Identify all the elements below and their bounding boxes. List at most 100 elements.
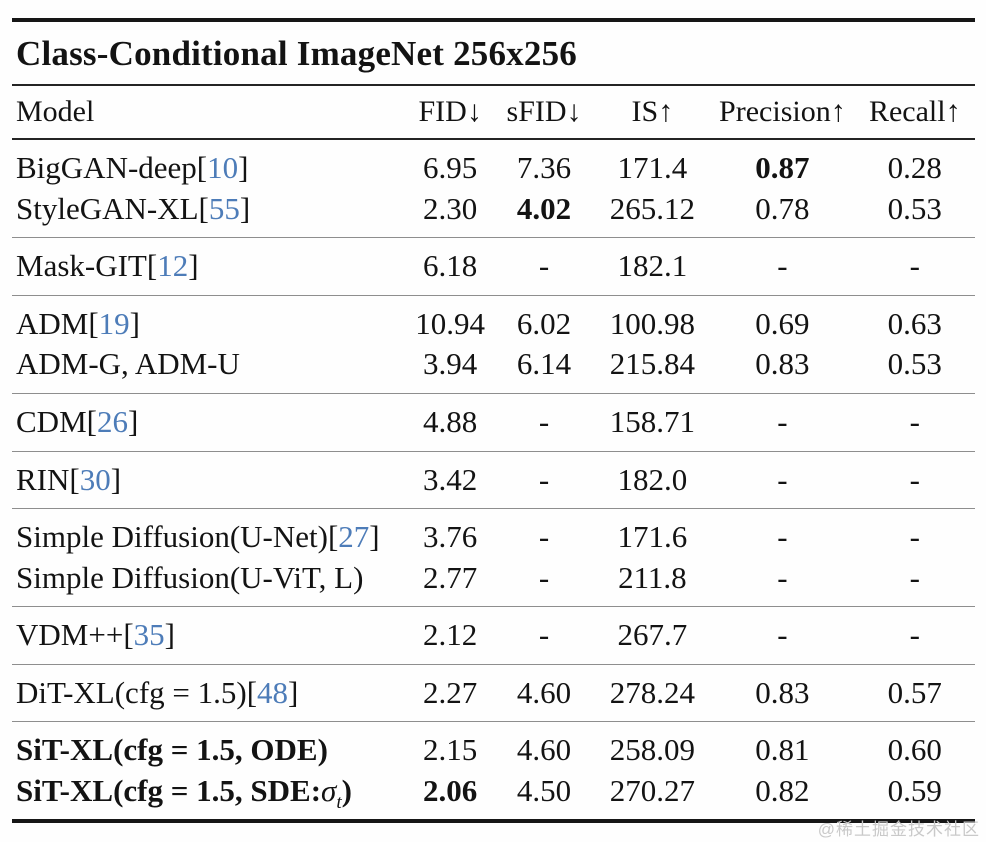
model-name-text: CDM bbox=[16, 403, 87, 439]
fid-value: 2.27 bbox=[423, 674, 478, 710]
fid-value: 2.77 bbox=[423, 559, 478, 595]
sfid-value: - bbox=[538, 559, 550, 595]
model-name: Simple Diffusion(U-ViT, L) bbox=[12, 558, 407, 607]
citation-link[interactable]: 26 bbox=[96, 403, 128, 439]
model-name-text: ADM-G, ADM-U bbox=[16, 346, 240, 382]
recall-value: 0.60 bbox=[887, 732, 942, 768]
model-name-text: RIN bbox=[16, 461, 70, 497]
is-value: 265.12 bbox=[609, 190, 695, 226]
fid-value: 2.12 bbox=[423, 617, 478, 653]
fid-value: 2.15 bbox=[423, 732, 478, 768]
fid-value: 2.30 bbox=[423, 190, 478, 226]
column-header-is: IS↑ bbox=[631, 95, 674, 129]
model-name-text: SiT-XL(cfg = 1.5, ODE) bbox=[16, 732, 328, 768]
model-group: CDM[26] 4.88 - 158.71 - - bbox=[12, 393, 975, 451]
sfid-value: - bbox=[538, 617, 550, 653]
sfid-value: 7.36 bbox=[516, 150, 572, 186]
citation: [19] bbox=[88, 305, 140, 341]
citation: [48] bbox=[246, 674, 299, 710]
recall-value: - bbox=[909, 403, 920, 439]
model-name-text: BigGAN-deep bbox=[16, 150, 197, 186]
is-value: 211.8 bbox=[618, 559, 687, 595]
citation-link[interactable]: 30 bbox=[79, 461, 111, 497]
fid-value: 3.94 bbox=[423, 346, 478, 382]
sfid-value: - bbox=[538, 403, 550, 439]
recall-value: - bbox=[909, 559, 920, 595]
recall-value: 0.59 bbox=[887, 772, 942, 808]
citation: [27] bbox=[327, 519, 380, 555]
table-title: Class-Conditional ImageNet 256x256 bbox=[12, 22, 975, 87]
citation-link[interactable]: 27 bbox=[338, 519, 370, 555]
table-row: ADM[19] 10.94 6.02 100.98 0.69 0.63 bbox=[12, 295, 975, 344]
is-value: 100.98 bbox=[609, 305, 695, 341]
precision-value: 0.83 bbox=[755, 674, 810, 710]
is-value: 258.09 bbox=[609, 732, 695, 768]
metrics-table: Model FID↓ sFID↓ IS↑ Precision↑ Recall↑ … bbox=[12, 86, 975, 819]
precision-value: 0.83 bbox=[755, 346, 810, 382]
is-value: 182.1 bbox=[617, 248, 688, 284]
header-row: Model FID↓ sFID↓ IS↑ Precision↑ Recall↑ bbox=[12, 86, 975, 140]
model-name-text: StyleGAN-XL bbox=[16, 190, 199, 226]
model-name: BigGAN-deep[10] bbox=[12, 139, 407, 189]
model-name: ADM[19] bbox=[12, 295, 407, 344]
table-row: Simple Diffusion(U-Net)[27] 3.76 - 171.6 - - bbox=[12, 509, 975, 558]
recall-value: 0.53 bbox=[887, 346, 942, 382]
table-row: StyleGAN-XL[55] 2.30 4.02 265.12 0.78 0.53 bbox=[12, 189, 975, 238]
precision-value: 0.82 bbox=[755, 772, 810, 808]
precision-value: - bbox=[777, 559, 788, 595]
column-header-precision: Precision↑ bbox=[719, 95, 846, 129]
table-row: SiT-XL(cfg = 1.5, SDE:σt) 2.06 4.50 270.27 0… bbox=[12, 771, 975, 820]
is-value: 215.84 bbox=[609, 346, 695, 382]
precision-value: 0.69 bbox=[755, 305, 810, 341]
model-name: Mask-GIT[12] bbox=[12, 238, 407, 296]
recall-value: 0.57 bbox=[887, 674, 942, 710]
precision-value: - bbox=[777, 248, 788, 284]
model-name: VDM++[35] bbox=[12, 607, 407, 665]
precision-value: 0.78 bbox=[755, 190, 810, 226]
table-row: ADM-G, ADM-U 3.94 6.14 215.84 0.83 0.53 bbox=[12, 344, 975, 393]
citation-link[interactable]: 12 bbox=[157, 248, 189, 284]
fid-value: 10.94 bbox=[415, 305, 486, 341]
fid-value: 6.95 bbox=[423, 150, 478, 186]
precision-value: 0.87 bbox=[755, 150, 810, 186]
citation-link[interactable]: 35 bbox=[133, 617, 165, 653]
table-row: Mask-GIT[12] 6.18 - 182.1 - - bbox=[12, 238, 975, 296]
model-name-text: VDM++ bbox=[16, 617, 124, 653]
recall-value: - bbox=[909, 519, 920, 555]
sfid-value: 4.50 bbox=[516, 772, 572, 808]
model-name-text: Mask-GIT bbox=[16, 248, 147, 284]
fid-value: 3.76 bbox=[423, 519, 478, 555]
table-row: CDM[26] 4.88 - 158.71 - - bbox=[12, 393, 975, 451]
citation-link[interactable]: 48 bbox=[257, 674, 289, 710]
model-name-text: Simple Diffusion(U-Net) bbox=[16, 519, 328, 555]
sfid-value: - bbox=[538, 519, 550, 555]
model-name-text: SiT-XL(cfg = 1.5, SDE: bbox=[16, 772, 322, 808]
model-group: DiT-XL(cfg = 1.5)[48] 2.27 4.60 278.24 0.83 0… bbox=[12, 664, 975, 722]
model-name: Simple Diffusion(U-Net)[27] bbox=[12, 509, 407, 558]
citation-link[interactable]: 55 bbox=[208, 190, 240, 226]
table-row: Simple Diffusion(U-ViT, L) 2.77 - 211.8 - - bbox=[12, 558, 975, 607]
precision-value: - bbox=[777, 461, 788, 497]
recall-value: - bbox=[909, 461, 920, 497]
model-name: DiT-XL(cfg = 1.5)[48] bbox=[12, 664, 407, 722]
is-value: 267.7 bbox=[617, 617, 688, 653]
results-table: Class-Conditional ImageNet 256x256 Model… bbox=[12, 18, 975, 824]
fid-value: 4.88 bbox=[423, 403, 478, 439]
is-value: 270.27 bbox=[609, 772, 695, 808]
fid-value: 6.18 bbox=[423, 248, 478, 284]
model-name: ADM-G, ADM-U bbox=[12, 344, 407, 393]
precision-value: - bbox=[777, 617, 788, 653]
sfid-value: - bbox=[538, 248, 550, 284]
is-value: 171.4 bbox=[617, 150, 688, 186]
citation-link[interactable]: 10 bbox=[207, 150, 239, 186]
table-row: BigGAN-deep[10] 6.95 7.36 171.4 0.87 0.28 bbox=[12, 139, 975, 189]
table-row: DiT-XL(cfg = 1.5)[48] 2.27 4.60 278.24 0.83 0… bbox=[12, 664, 975, 722]
is-value: 171.6 bbox=[617, 519, 688, 555]
column-header-recall: Recall↑ bbox=[868, 95, 961, 129]
citation: [55] bbox=[198, 190, 251, 226]
table-row: RIN[30] 3.42 - 182.0 - - bbox=[12, 451, 975, 509]
precision-value: - bbox=[777, 403, 788, 439]
citation-link[interactable]: 19 bbox=[98, 305, 130, 341]
recall-value: - bbox=[909, 617, 920, 653]
